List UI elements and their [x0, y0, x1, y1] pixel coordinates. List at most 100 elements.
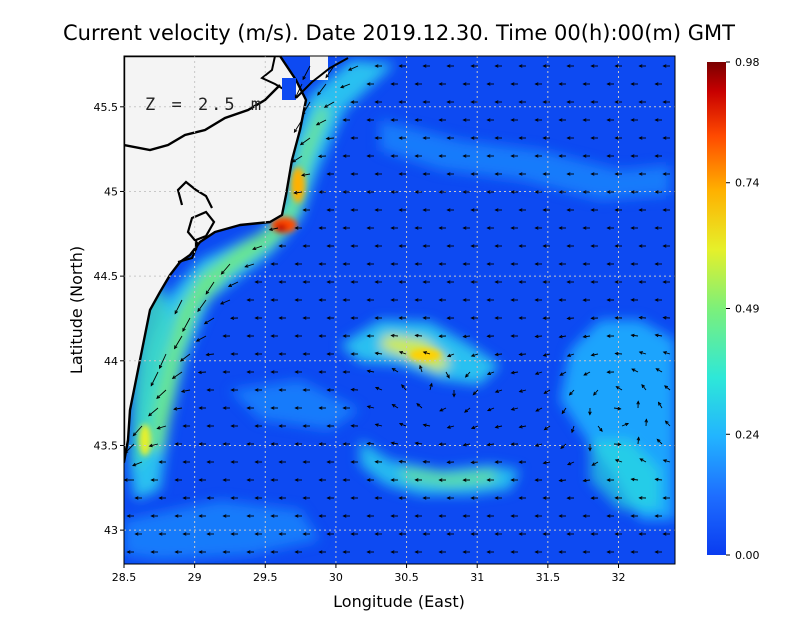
- vector-arrow-head: [197, 370, 202, 375]
- vector-arrow-head: [398, 244, 403, 248]
- vector-arrow-head: [206, 532, 211, 536]
- vector-arrow-head: [617, 442, 622, 447]
- vector-arrow-head: [558, 298, 563, 302]
- vector-arrow-head: [342, 370, 347, 374]
- vector-arrow-head: [246, 550, 251, 554]
- vector-arrow-head: [391, 367, 396, 372]
- vector-arrow-head: [132, 432, 137, 437]
- vector-arrow-head: [534, 443, 539, 447]
- vector-arrow-head: [302, 76, 306, 81]
- vector-arrow-head: [606, 478, 611, 482]
- vector-arrow-head: [630, 118, 635, 122]
- colorbar-tick-label: 0.00: [735, 549, 760, 562]
- vector-arrow-head: [326, 280, 331, 284]
- vector-arrow-head: [366, 262, 371, 266]
- vector-arrow-head: [438, 154, 443, 158]
- vector-arrow-head: [534, 298, 539, 302]
- vector-arrow-head: [156, 426, 161, 430]
- vector-arrow-head: [518, 352, 523, 357]
- vector-arrow-head: [638, 244, 643, 248]
- vector-arrow: [631, 368, 639, 373]
- vector-arrow-head: [126, 550, 131, 554]
- vector-arrow-head: [534, 154, 539, 158]
- vector-arrow-head: [366, 405, 371, 409]
- vector-arrow-head: [654, 226, 659, 230]
- vector-arrow-head: [294, 334, 299, 338]
- vector-arrow: [561, 407, 567, 414]
- vector-arrow-head: [542, 496, 547, 500]
- vector-arrow-head: [294, 550, 299, 554]
- vector-arrow-head: [543, 390, 548, 394]
- vector-arrow: [124, 443, 135, 454]
- vector-arrow-head: [582, 262, 587, 266]
- vector-arrow-head: [534, 262, 539, 266]
- vector-arrow-head: [590, 208, 595, 212]
- vector-arrow-head: [446, 172, 451, 176]
- vector-arrow-head: [350, 352, 355, 356]
- north-band: [380, 120, 670, 200]
- vector-arrow-head: [494, 100, 499, 104]
- vector-arrow-head: [470, 496, 475, 500]
- vector-arrow-head: [590, 244, 595, 248]
- vector-arrow-head: [150, 550, 155, 554]
- vector-arrow-head: [662, 459, 667, 463]
- land-mask-a: [282, 78, 296, 100]
- current-vector-arrows: [124, 64, 671, 554]
- x-tick-label: 30.5: [394, 571, 419, 584]
- vector-arrow-head: [534, 82, 539, 86]
- vector-arrow: [300, 137, 311, 145]
- vector-arrow: [302, 65, 311, 80]
- vector-arrow: [487, 407, 495, 411]
- southern-loop-core: [400, 468, 495, 486]
- vector-arrow-head: [582, 154, 587, 158]
- vector-arrow: [392, 404, 399, 409]
- vector-arrow-head: [326, 460, 331, 464]
- vector-arrow-head: [366, 298, 371, 302]
- x-tick-label: 28.5: [112, 571, 137, 584]
- vector-arrow: [472, 389, 479, 395]
- hotspot-jet: [291, 167, 305, 203]
- vector-arrow-head: [558, 334, 563, 339]
- velocity-field: [124, 60, 675, 560]
- vector-arrow-head: [124, 449, 129, 454]
- vector-arrow-head: [294, 478, 299, 482]
- vector-arrow-head: [614, 351, 619, 356]
- vector-arrow-head: [270, 298, 275, 302]
- vector-arrow-head: [270, 478, 275, 482]
- vector-arrow-head: [230, 460, 235, 464]
- vector-arrow-head: [639, 458, 644, 462]
- vector-arrow: [399, 351, 407, 355]
- vector-arrow-head: [566, 244, 571, 248]
- vector-arrow: [535, 335, 543, 338]
- vector-arrow-head: [390, 441, 395, 446]
- vector-arrow: [655, 478, 663, 481]
- vector-arrow-head: [342, 514, 347, 518]
- vector-arrow-head: [366, 550, 371, 554]
- vector-arrow-head: [438, 478, 443, 482]
- gridlines: [124, 56, 675, 564]
- vector-arrow: [639, 458, 647, 463]
- vector-arrow-head: [318, 478, 323, 482]
- vector-arrow-head: [638, 280, 643, 284]
- vector-arrow-head: [606, 262, 611, 266]
- vector-arrow-head: [614, 64, 619, 68]
- vector-arrow: [182, 317, 191, 332]
- vector-arrow-head: [390, 514, 395, 518]
- vector-arrow-head: [350, 496, 355, 500]
- vector-arrow-head: [302, 352, 307, 356]
- vector-arrow: [621, 423, 629, 427]
- vector-arrow-head: [230, 532, 235, 536]
- vector-arrow-head: [614, 136, 619, 140]
- vector-arrow-head: [350, 460, 355, 464]
- vector-arrow-head: [366, 334, 371, 338]
- colorbar-ticks: 0.98 0.74 0.49 0.24 0.00: [726, 56, 760, 562]
- x-axis-label: Longitude (East): [333, 592, 465, 611]
- vector-arrow-head: [617, 406, 622, 411]
- vector-arrow-head: [446, 244, 451, 248]
- vector-arrow-head: [510, 478, 515, 482]
- vector-arrow-head: [398, 172, 403, 176]
- vector-arrow-head: [150, 514, 155, 518]
- vector-arrow: [375, 387, 383, 391]
- vector-arrow-head: [582, 118, 587, 122]
- vector-arrow-head: [534, 550, 539, 554]
